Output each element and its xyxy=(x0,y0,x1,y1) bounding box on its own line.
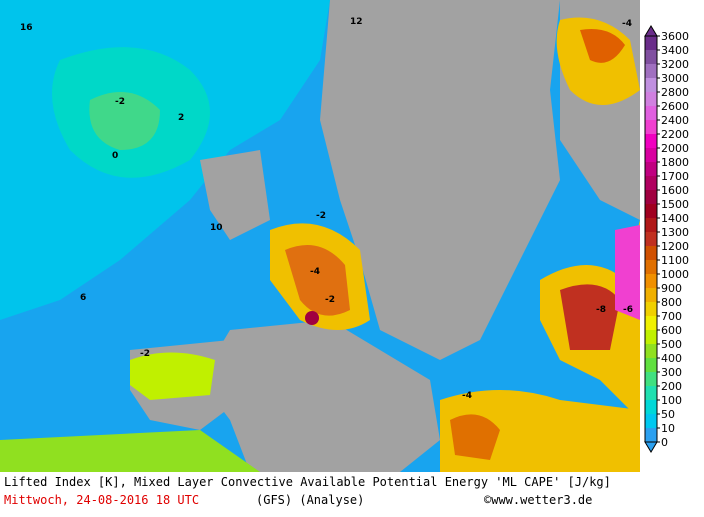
colorbar-segment xyxy=(645,176,657,190)
colorbar-segment xyxy=(645,204,657,218)
colorbar-arrow-bottom xyxy=(644,441,658,453)
colorbar-segment xyxy=(645,92,657,106)
colorbar-segment xyxy=(645,218,657,232)
footer-title: Lifted Index [K], Mixed Layer Convective… xyxy=(4,475,611,489)
colorbar-segment xyxy=(645,358,657,372)
colorbar-arrow-top xyxy=(644,25,658,37)
colorbar-segment xyxy=(645,120,657,134)
colorbar-segment xyxy=(645,148,657,162)
colorbar-label: 3200 xyxy=(661,58,689,71)
colorbar-label: 700 xyxy=(661,310,682,323)
footer-bg xyxy=(0,472,640,513)
contour-label: -2 xyxy=(115,97,125,107)
colorbar-segment xyxy=(645,106,657,120)
colorbar-label: 200 xyxy=(661,380,682,393)
footer-date: Mittwoch, 24-08-2016 18 UTC xyxy=(4,493,199,507)
colorbar-label: 500 xyxy=(661,338,682,351)
colorbar-label: 400 xyxy=(661,352,682,365)
footer-model: (GFS) (Analyse) xyxy=(256,493,364,507)
colorbar-label: 1000 xyxy=(661,268,689,281)
contour-label: 16 xyxy=(20,23,33,33)
colorbar-label: 1800 xyxy=(661,156,689,169)
colorbar-segment xyxy=(645,316,657,330)
colorbar-label: 3400 xyxy=(661,44,689,57)
colorbar-segment xyxy=(645,50,657,64)
footer-source: ©www.wetter3.de xyxy=(484,493,592,507)
colorbar-label: 1700 xyxy=(661,170,689,183)
colorbar-segment xyxy=(645,274,657,288)
colorbar-segment xyxy=(645,162,657,176)
colorbar: 3600340032003000280026002400220020001800… xyxy=(644,25,689,453)
colorbar-label: 2600 xyxy=(661,100,689,113)
colorbar-label: 2400 xyxy=(661,114,689,127)
colorbar-segment xyxy=(645,190,657,204)
colorbar-label: 50 xyxy=(661,408,675,421)
colorbar-segment xyxy=(645,428,657,442)
contour-label: -8 xyxy=(596,305,606,315)
colorbar-label: 1200 xyxy=(661,240,689,253)
colorbar-label: 600 xyxy=(661,324,682,337)
contour-label: 12 xyxy=(350,17,363,27)
contour-label: -2 xyxy=(325,295,335,305)
contour-label: 0 xyxy=(112,151,118,161)
colorbar-segment xyxy=(645,64,657,78)
colorbar-label: 2000 xyxy=(661,142,689,155)
colorbar-segment xyxy=(645,134,657,148)
colorbar-segment xyxy=(645,386,657,400)
colorbar-label: 300 xyxy=(661,366,682,379)
contour-label: 10 xyxy=(210,223,223,233)
colorbar-segment xyxy=(645,232,657,246)
colorbar-segment xyxy=(645,288,657,302)
colorbar-label: 3000 xyxy=(661,72,689,85)
colorbar-label: 100 xyxy=(661,394,682,407)
colorbar-label: 10 xyxy=(661,422,675,435)
colorbar-segment xyxy=(645,246,657,260)
colorbar-label: 3600 xyxy=(661,30,689,43)
colorbar-segment xyxy=(645,260,657,274)
colorbar-label: 1400 xyxy=(661,212,689,225)
contour-label: 2 xyxy=(178,113,184,123)
colorbar-label: 800 xyxy=(661,296,682,309)
colorbar-label: 900 xyxy=(661,282,682,295)
colorbar-segment xyxy=(645,344,657,358)
contour-label: 6 xyxy=(80,293,86,303)
colorbar-label: 1100 xyxy=(661,254,689,267)
colorbar-segment xyxy=(645,400,657,414)
map-labels: -2 -2 -4 -2 -8 -6 -4 -4 -2 16 2 12 10 6 … xyxy=(20,17,633,401)
contour-label: -6 xyxy=(623,305,633,315)
colorbar-label: 1300 xyxy=(661,226,689,239)
colorbar-segment xyxy=(645,414,657,428)
contour-label: -4 xyxy=(310,267,320,277)
colorbar-label: 1600 xyxy=(661,184,689,197)
colorbar-segment xyxy=(645,372,657,386)
colorbar-segment xyxy=(645,78,657,92)
contour-label: -4 xyxy=(462,391,472,401)
colorbar-segment xyxy=(645,302,657,316)
colorbar-label: 1500 xyxy=(661,198,689,211)
map-shapes xyxy=(0,0,640,472)
colorbar-frame xyxy=(644,35,658,443)
contour-label: -2 xyxy=(316,211,326,221)
colorbar-label: 2800 xyxy=(661,86,689,99)
colorbar-segment xyxy=(645,330,657,344)
colorbar-label: 0 xyxy=(661,436,668,449)
colorbar-label: 2200 xyxy=(661,128,689,141)
contour-label: -2 xyxy=(140,349,150,359)
colorbar-segment xyxy=(645,36,657,50)
contour-label: -4 xyxy=(622,19,632,29)
